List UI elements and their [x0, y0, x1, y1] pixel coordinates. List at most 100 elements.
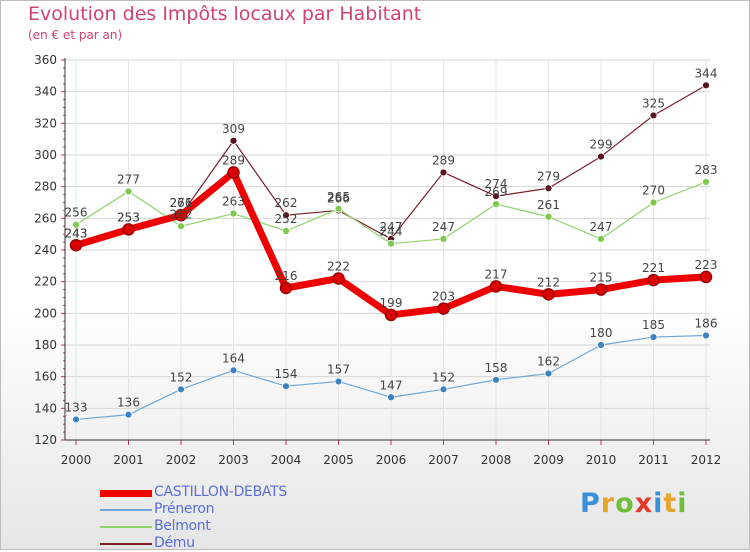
y-tick-label: 280: [34, 180, 57, 194]
data-label: 256: [65, 206, 88, 220]
x-tick-label: 2007: [428, 453, 459, 467]
data-point: [387, 239, 395, 248]
data-label: 325: [642, 96, 665, 110]
legend-swatch: [100, 543, 152, 545]
data-label: 277: [117, 172, 140, 186]
data-point: [177, 222, 185, 231]
x-tick-label: 2001: [113, 453, 144, 467]
data-point: [597, 235, 605, 243]
data-label: 180: [590, 326, 613, 340]
data-label: 247: [432, 220, 455, 234]
data-label: 154: [275, 367, 298, 381]
data-label: 216: [275, 269, 298, 283]
legend-label: Préneron: [154, 501, 215, 517]
legend-swatch: [100, 526, 152, 528]
legend-swatch: [100, 509, 152, 511]
chart-subtitle: (en € et par an): [28, 28, 123, 42]
logo-letter: P: [580, 488, 601, 519]
data-label: 309: [222, 122, 245, 136]
data-label: 247: [380, 220, 403, 234]
data-label: 152: [170, 370, 193, 384]
y-tick-label: 260: [34, 211, 57, 225]
data-label: 186: [695, 317, 718, 331]
data-point: [177, 385, 185, 394]
y-tick-label: 340: [34, 85, 57, 99]
data-point: [439, 235, 448, 243]
data-point: [72, 415, 80, 424]
data-label: 289: [222, 153, 245, 167]
y-tick-label: 140: [34, 401, 57, 415]
data-point: [122, 223, 135, 236]
y-tick-label: 160: [34, 370, 57, 384]
data-label: 158: [485, 361, 508, 375]
data-label: 266: [327, 191, 350, 205]
data-label: 215: [590, 271, 613, 285]
data-label: 265: [327, 190, 350, 204]
data-label: 199: [380, 296, 403, 310]
data-label: 269: [485, 185, 508, 199]
data-point: [647, 273, 660, 287]
proxiti-logo: Proxiti: [580, 488, 688, 519]
data-label: 261: [537, 198, 560, 212]
data-point: [699, 270, 713, 284]
data-label: 344: [695, 66, 718, 80]
axis-layer: 120 140 160 180 200 220 240 260 280 300 320 340 360 2…: [34, 53, 721, 467]
data-label: 136: [117, 396, 140, 410]
legend-label: Belmont: [154, 518, 211, 534]
data-label: 279: [537, 169, 560, 183]
data-point: [282, 382, 290, 391]
x-tick-label: 2003: [218, 453, 249, 467]
data-label: 262: [275, 196, 298, 210]
data-point: [334, 377, 343, 386]
data-label: 263: [222, 195, 245, 209]
data-point: [439, 168, 448, 177]
logo-letter: o: [615, 488, 635, 519]
legend-swatch: [100, 489, 152, 497]
data-point: [69, 239, 83, 252]
x-tick-label: 2002: [166, 453, 197, 467]
legend-label: CASTILLON-DEBATS: [154, 484, 287, 500]
data-point: [597, 341, 605, 349]
logo-letter: x: [634, 488, 654, 519]
data-label: 221: [642, 261, 665, 275]
data-point: [124, 410, 133, 419]
data-point: [492, 192, 500, 201]
y-tick-label: 200: [34, 306, 57, 320]
data-point: [702, 81, 710, 90]
data-point: [649, 198, 658, 207]
y-tick-label: 180: [34, 338, 57, 352]
data-label: 217: [485, 267, 508, 281]
data-label: 266: [170, 196, 193, 210]
x-tick-label: 2012: [691, 453, 722, 467]
data-label: 253: [117, 210, 140, 224]
data-label: 203: [432, 290, 455, 304]
data-point: [702, 178, 710, 186]
data-label: 164: [222, 351, 245, 365]
data-point: [72, 220, 80, 229]
data-point: [439, 385, 448, 394]
x-tick-label: 2000: [61, 453, 92, 467]
series-layer: [69, 81, 713, 424]
data-point: [542, 288, 555, 301]
data-label: 274: [485, 177, 508, 191]
data-point: [649, 333, 658, 341]
data-label: 247: [590, 220, 613, 234]
data-point: [492, 200, 500, 208]
data-point: [544, 369, 553, 378]
y-tick-label: 320: [34, 116, 57, 130]
data-point: [489, 280, 503, 293]
data-label: 244: [380, 225, 403, 239]
data-point: [332, 272, 345, 285]
data-point: [279, 281, 293, 295]
logo-letter: i: [653, 488, 664, 519]
data-point: [544, 212, 553, 221]
y-tick-label: 220: [34, 275, 57, 289]
y-tick-label: 300: [34, 148, 57, 162]
data-point: [702, 331, 710, 340]
data-point: [384, 308, 398, 322]
logo-letter: t: [663, 488, 678, 519]
data-label: 152: [432, 370, 455, 384]
data-label: 243: [65, 226, 88, 240]
data-label: 185: [642, 318, 665, 332]
